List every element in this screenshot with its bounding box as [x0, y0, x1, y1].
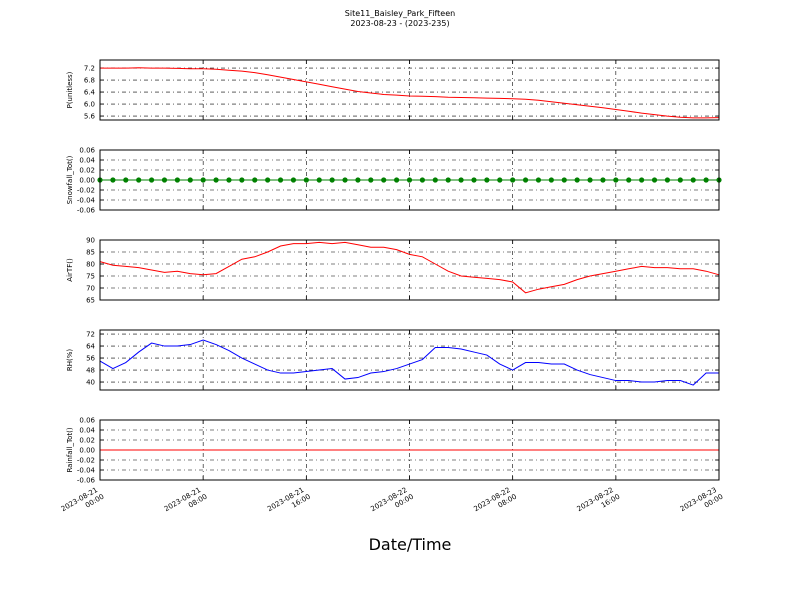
- data-point: [136, 177, 142, 183]
- y-axis-label: RH(%): [66, 349, 74, 372]
- data-point: [381, 177, 387, 183]
- data-point: [123, 177, 129, 183]
- y-tick-label: 85: [86, 249, 95, 257]
- y-axis-label: AirTF(): [66, 258, 74, 282]
- data-point: [677, 177, 683, 183]
- data-point: [303, 177, 309, 183]
- plot-frame: [99, 59, 720, 121]
- y-tick-label: 40: [86, 379, 95, 387]
- data-point: [226, 177, 232, 183]
- data-point: [110, 177, 116, 183]
- y-tick-label: 56: [86, 355, 95, 363]
- data-point: [535, 177, 542, 183]
- data-line: [99, 241, 720, 294]
- data-point: [471, 177, 477, 183]
- data-point: [458, 177, 464, 183]
- data-point: [252, 177, 258, 183]
- data-point: [703, 177, 709, 183]
- data-point: [497, 177, 503, 183]
- y-tick-label: 72: [86, 331, 95, 339]
- y-axis-label: Snowfall_Tot(): [66, 155, 74, 204]
- y-tick-label: -0.04: [77, 197, 96, 205]
- data-line: [100, 67, 720, 119]
- y-tick-label: 0.04: [79, 427, 95, 435]
- plot-frame: [99, 419, 720, 481]
- data-point: [419, 177, 425, 183]
- y-tick-label: 90: [86, 237, 95, 245]
- data-point: [329, 177, 335, 183]
- y-tick-label: 0.02: [79, 167, 95, 175]
- y-tick-label: -0.02: [77, 187, 95, 195]
- data-point: [561, 177, 567, 183]
- y-tick-label: -0.06: [77, 207, 96, 215]
- y-tick-label: 0.06: [79, 147, 95, 155]
- y-tick-label: 0.00: [79, 177, 95, 185]
- y-tick-label: 48: [86, 367, 95, 375]
- y-tick-label: 6.8: [84, 77, 95, 85]
- data-line: [99, 339, 719, 386]
- data-point: [265, 177, 271, 183]
- y-tick-label: 0.00: [79, 447, 95, 455]
- chart-title: Site11_Baisley_Park_Fifteen: [345, 9, 455, 18]
- data-point: [690, 177, 696, 183]
- data-point: [316, 177, 322, 183]
- data-point: [342, 177, 348, 183]
- data-point: [161, 177, 168, 183]
- y-tick-label: 0.06: [79, 417, 95, 425]
- y-tick-label: 64: [86, 343, 95, 351]
- y-tick-label: 6.0: [84, 101, 95, 109]
- y-tick-label: 70: [86, 285, 95, 293]
- data-point: [277, 177, 284, 183]
- chart-subtitle: 2023-08-23 - (2023-235): [350, 19, 449, 28]
- y-tick-label: 5.6: [84, 113, 96, 121]
- data-point: [148, 177, 155, 183]
- data-point: [587, 177, 593, 183]
- y-tick-label: -0.04: [77, 467, 96, 475]
- y-tick-label: -0.02: [77, 457, 95, 465]
- y-tick-label: 0.04: [79, 157, 95, 165]
- data-point: [522, 177, 529, 183]
- data-point: [239, 177, 245, 183]
- x-axis-label: Date/Time: [369, 535, 452, 554]
- data-point: [613, 177, 619, 183]
- y-tick-label: 65: [86, 297, 95, 305]
- y-axis-label: Rainfall_Tot(): [66, 427, 74, 472]
- y-tick-label: 0.02: [79, 437, 95, 445]
- data-point: [445, 177, 451, 183]
- data-point: [510, 177, 516, 183]
- plot-frame: [99, 329, 720, 391]
- y-tick-label: 6.4: [84, 89, 96, 97]
- data-point: [213, 177, 219, 183]
- data-point: [639, 177, 645, 183]
- data-point: [651, 177, 658, 183]
- data-point: [600, 177, 606, 183]
- data-point: [187, 177, 193, 183]
- data-point: [548, 177, 554, 183]
- data-point: [664, 177, 671, 183]
- y-axis-label: P(unitless): [66, 71, 74, 108]
- data-point: [574, 177, 580, 183]
- data-point: [406, 177, 413, 183]
- plot-frame: [99, 239, 720, 301]
- plot-frame: [99, 149, 720, 211]
- data-point: [290, 177, 297, 183]
- data-point: [200, 177, 206, 183]
- data-point: [432, 177, 438, 183]
- data-point: [174, 177, 180, 183]
- data-point: [368, 177, 374, 183]
- data-point: [394, 177, 400, 183]
- y-tick-label: 75: [86, 273, 95, 281]
- y-tick-label: 7.2: [84, 65, 95, 73]
- y-tick-label: -0.06: [77, 477, 96, 485]
- data-point: [355, 177, 361, 183]
- data-point: [626, 177, 632, 183]
- y-tick-label: 80: [86, 261, 95, 269]
- data-point: [484, 177, 490, 183]
